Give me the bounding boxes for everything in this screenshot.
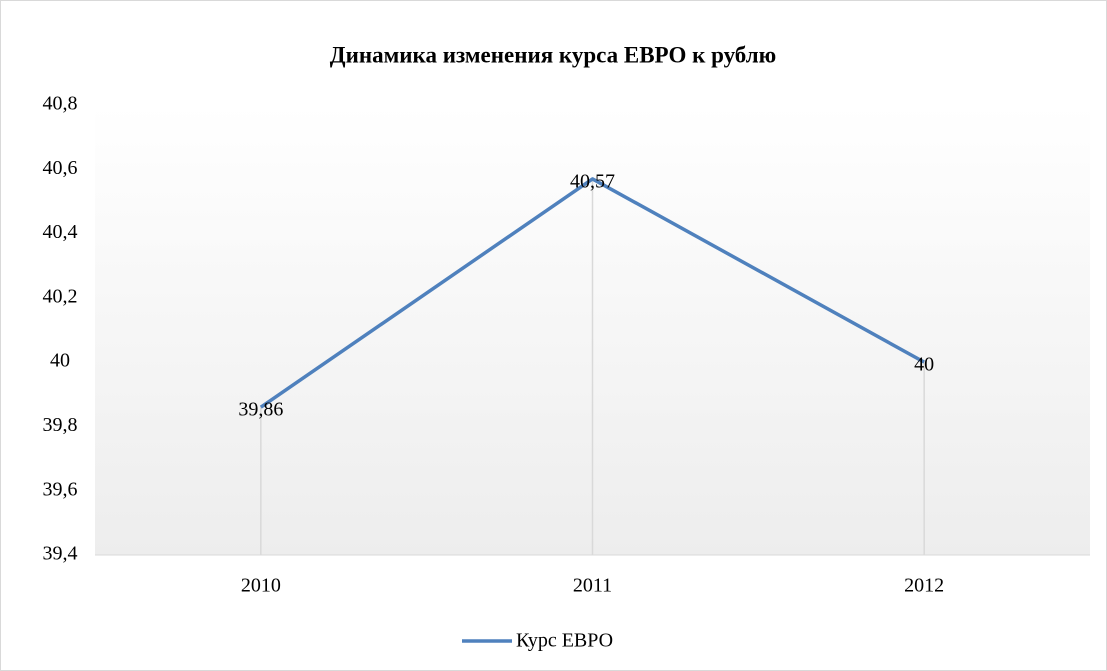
- y-tick-label: 40,2: [43, 285, 78, 307]
- legend-label: Курс ЕВРО: [516, 630, 613, 652]
- data-label: 40: [914, 354, 934, 376]
- x-tick-label: 2012: [904, 575, 944, 597]
- data-label: 40,57: [570, 171, 615, 193]
- y-tick-label: 40: [50, 350, 70, 372]
- y-tick-label: 40,8: [43, 93, 78, 115]
- chart-title: Динамика изменения курса ЕВРО к рублю: [330, 42, 776, 67]
- y-tick-label: 40,4: [43, 221, 78, 243]
- y-tick-label: 40,6: [43, 157, 78, 179]
- data-label: 39,86: [238, 399, 283, 421]
- y-tick-label: 39,8: [43, 414, 78, 436]
- x-tick-label: 2011: [573, 575, 612, 597]
- y-tick-label: 39,6: [43, 478, 78, 500]
- x-tick-label: 2010: [241, 575, 281, 597]
- y-tick-label: 39,4: [43, 543, 78, 565]
- series-line: [259, 177, 926, 409]
